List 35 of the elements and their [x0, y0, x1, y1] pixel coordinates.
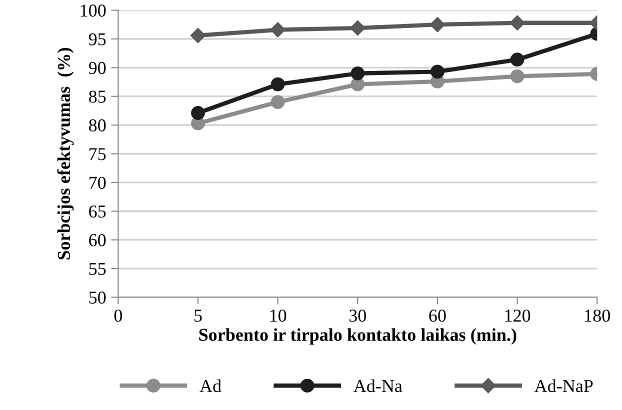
point: [270, 77, 285, 92]
x-tick-label: 60: [429, 310, 446, 322]
x-tick-label: 30: [349, 310, 366, 322]
y-tick-label: 80: [89, 119, 106, 132]
x-tick-label: 5: [194, 310, 202, 322]
y-tick-label: 60: [89, 234, 106, 246]
y-tick-label: 95: [88, 33, 106, 46]
point: [190, 28, 206, 44]
legend-label: Ad-Na: [354, 379, 402, 392]
y-tick-label: 55: [89, 262, 106, 275]
x-tick-label: 120: [505, 310, 530, 322]
y-axis-title: Sorbcijos efektyvumas (%): [57, 48, 74, 260]
point: [350, 66, 365, 80]
point: [510, 69, 524, 84]
x-axis-title: Sorbento ir tirpalo kontakto laikas (min.): [199, 328, 516, 345]
point: [270, 22, 286, 38]
y-tick-label: 50: [89, 292, 106, 304]
point: [430, 64, 444, 79]
point: [350, 20, 366, 36]
x-tick-label: 180: [585, 310, 610, 322]
y-tick-label: 75: [90, 148, 106, 160]
y-tick-label: 90: [88, 62, 106, 74]
point: [510, 52, 524, 67]
y-tick-label: 70: [90, 176, 106, 189]
legend-label: Ad-NaP: [534, 379, 593, 392]
point: [510, 15, 525, 30]
point: [270, 95, 285, 110]
y-tick-label: 100: [80, 4, 106, 17]
y-tick-label: 85: [89, 90, 106, 103]
legend-label: Ad: [200, 379, 222, 392]
point: [430, 17, 446, 32]
y-tick-label: 65: [89, 205, 106, 218]
x-tick-label: 0: [114, 310, 122, 322]
x-tick-label: 10: [270, 310, 286, 322]
point: [191, 106, 205, 120]
